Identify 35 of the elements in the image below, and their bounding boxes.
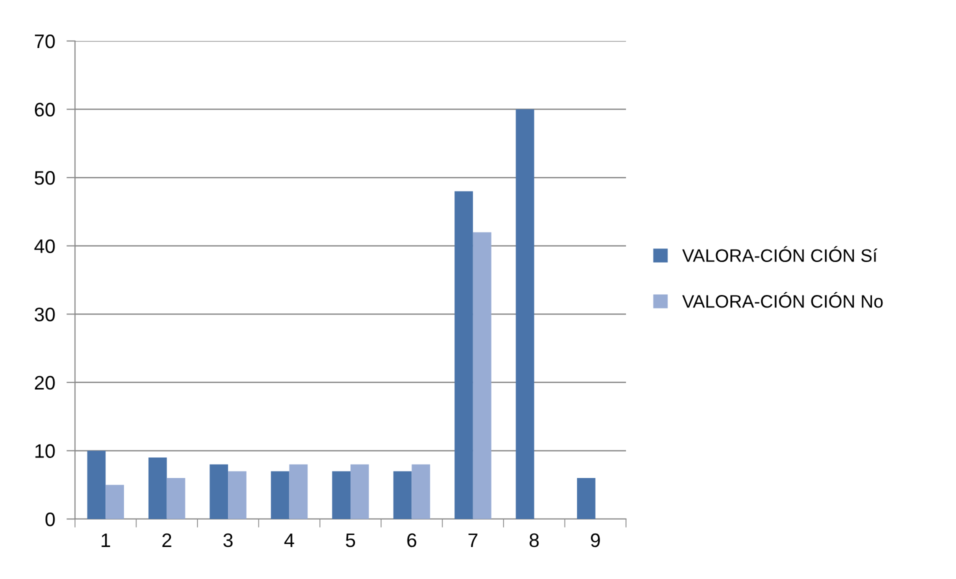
bar <box>166 478 186 519</box>
bar <box>289 464 308 519</box>
bar <box>148 458 167 519</box>
x-tick-label: 4 <box>284 534 294 547</box>
x-tick-label: 3 <box>223 533 233 548</box>
bar <box>472 232 492 519</box>
y-tick-label: 50 <box>34 171 55 185</box>
bar <box>106 484 124 519</box>
y-tick-label: 20 <box>34 376 55 390</box>
bar <box>332 471 350 519</box>
bar <box>393 471 412 519</box>
y-tick-label: 40 <box>34 239 55 254</box>
y-tick-label: 60 <box>34 102 55 117</box>
bar <box>350 464 369 519</box>
x-tick-label: 5 <box>346 534 356 548</box>
legend-label: VALORA-CIÓN CIÓN No <box>682 292 883 308</box>
legend-label: VALORA-CIÓN CIÓN Sí <box>682 246 878 262</box>
bar <box>577 478 596 519</box>
x-tick-label: 9 <box>590 533 600 548</box>
bar <box>87 450 106 519</box>
bar <box>412 464 430 519</box>
y-tick-label: 70 <box>34 34 55 48</box>
bar <box>270 471 290 519</box>
bar <box>228 471 246 519</box>
bar <box>454 191 473 519</box>
x-tick-label: 6 <box>407 533 416 548</box>
y-tick-label: 30 <box>34 308 55 322</box>
y-tick-label: 0 <box>46 512 55 526</box>
x-tick-label: 2 <box>162 533 172 547</box>
bar <box>210 464 228 519</box>
bar <box>516 109 534 519</box>
y-tick-label: 10 <box>35 444 55 458</box>
x-tick-label: 7 <box>468 534 478 547</box>
x-tick-label: 8 <box>530 533 539 548</box>
x-tick-label: 1 <box>102 534 110 547</box>
